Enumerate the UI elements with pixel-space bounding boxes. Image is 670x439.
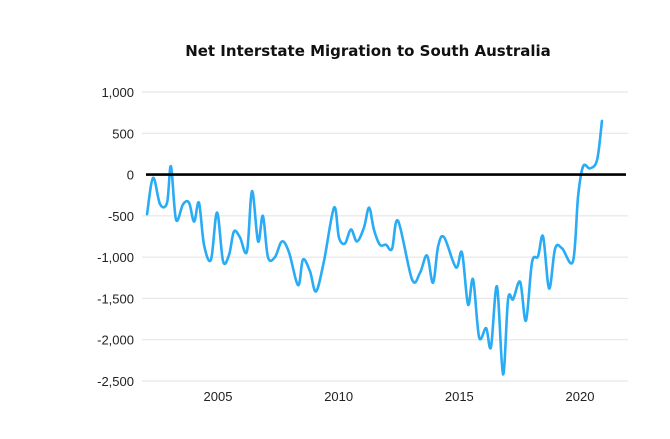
- y-tick-label: 1,000: [101, 85, 134, 100]
- y-tick-label: 0: [127, 168, 134, 183]
- y-tick-label: 500: [112, 126, 134, 141]
- y-tick-label: -2,500: [97, 374, 134, 389]
- chart-title: Net Interstate Migration to South Austra…: [185, 42, 551, 60]
- y-tick-label: -2,000: [97, 333, 134, 348]
- x-tick-label: 2020: [566, 389, 595, 404]
- x-tick-label: 2015: [445, 389, 474, 404]
- x-tick-label: 2010: [324, 389, 353, 404]
- y-tick-label: -1,000: [97, 250, 134, 265]
- series-line: [145, 119, 604, 376]
- y-axis: 1,000 500 0 -500 -1,000 -1,500 -2,000 -2,500: [97, 85, 134, 389]
- x-axis: 2005 2010 2015 2020: [204, 389, 595, 404]
- series-layer: [145, 119, 626, 376]
- y-tick-label: -500: [108, 209, 134, 224]
- y-tick-label: -1,500: [97, 291, 134, 306]
- x-tick-label: 2005: [204, 389, 233, 404]
